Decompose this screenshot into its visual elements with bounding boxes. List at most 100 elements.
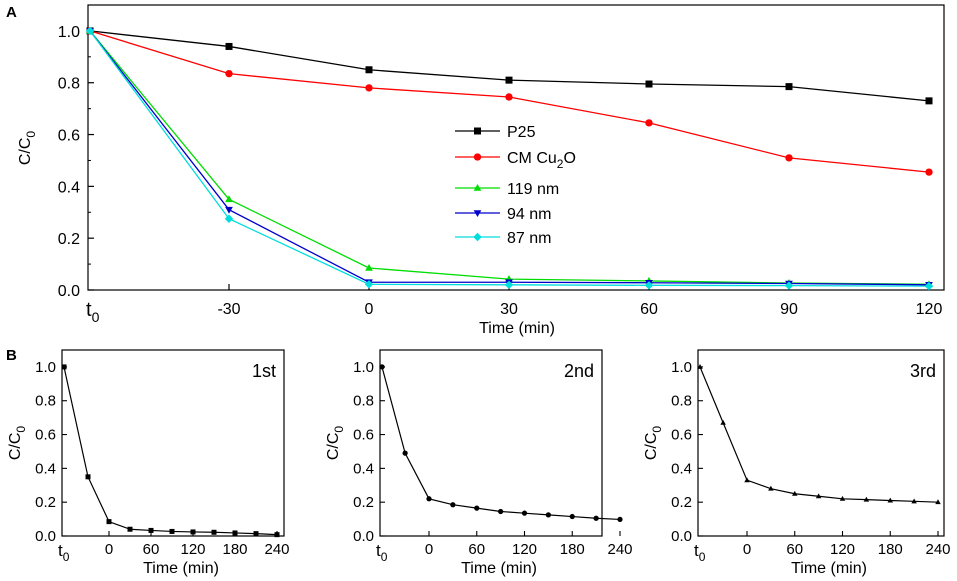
panel-b-x-tick-label: 240 bbox=[607, 541, 632, 558]
panel-b-y-tick-label: 1.0 bbox=[353, 359, 374, 376]
panel-b-y-tick-label: 0.0 bbox=[35, 528, 56, 545]
ylabel-sub: 0 bbox=[650, 426, 664, 433]
cycle-series-line bbox=[63, 366, 278, 536]
data-point bbox=[785, 83, 793, 91]
data-point bbox=[697, 364, 703, 369]
data-point bbox=[224, 214, 234, 223]
data-point bbox=[365, 84, 373, 92]
panel-b-tag: B bbox=[6, 347, 17, 364]
data-point bbox=[925, 168, 933, 176]
data-point bbox=[617, 516, 623, 523]
t0-main: t bbox=[694, 541, 699, 560]
data-point bbox=[504, 280, 514, 290]
legend-marker bbox=[474, 127, 481, 135]
panel-b-t0-label: t0 bbox=[58, 541, 70, 564]
legend-marker bbox=[473, 183, 482, 191]
panel-b-t0-label: t0 bbox=[376, 541, 388, 564]
data-point bbox=[426, 496, 432, 502]
panel-b-y-tick-label: 0.8 bbox=[35, 393, 56, 410]
data-point bbox=[505, 93, 513, 101]
panel-b2-frame bbox=[379, 349, 603, 537]
run-label: 2nd bbox=[564, 361, 594, 381]
panel-b-x-axis-title: Time (min) bbox=[143, 560, 219, 577]
panel-b-x-tick-label: 240 bbox=[264, 541, 289, 558]
panel-a-x-tick-label: 60 bbox=[640, 301, 658, 318]
panel-b-y-tick-label: 0.2 bbox=[35, 494, 56, 511]
legend-label: 87 nm bbox=[507, 230, 551, 247]
panel-b-y-tick-label: 0.6 bbox=[35, 427, 56, 444]
data-point bbox=[925, 97, 933, 105]
panel-b-y-tick-label: 0.2 bbox=[671, 494, 692, 511]
ylabel-main: C/C bbox=[17, 138, 34, 166]
panel-b-y-tick-label: 1.0 bbox=[35, 359, 56, 376]
data-point bbox=[365, 263, 373, 271]
data-point bbox=[232, 530, 238, 536]
data-point bbox=[364, 280, 374, 289]
panel-b1-frame bbox=[61, 349, 285, 537]
ylabel-sub: 0 bbox=[24, 131, 38, 138]
data-point bbox=[744, 477, 750, 483]
panel-a-y-tick-label: 0.8 bbox=[58, 76, 80, 93]
panel-b-x-tick-label: 180 bbox=[560, 541, 585, 558]
panel-b-x-tick-label: 120 bbox=[830, 541, 855, 558]
data-point bbox=[768, 485, 774, 491]
panel-b-y-tick-label: 0.6 bbox=[671, 427, 692, 444]
ylabel-main: C/C bbox=[7, 433, 24, 461]
panel-a-y-tick-label: 0.6 bbox=[58, 128, 80, 145]
panel-b-x-tick-label: 0 bbox=[743, 541, 751, 558]
data-point bbox=[85, 26, 95, 36]
panel-b-x-tick-label: 180 bbox=[222, 541, 247, 558]
panel-b-x-tick-label: 240 bbox=[925, 541, 950, 558]
data-point bbox=[863, 496, 870, 502]
panel-b-t0-label: t0 bbox=[694, 541, 706, 564]
data-point bbox=[545, 512, 551, 518]
t0-sub: 0 bbox=[381, 550, 388, 564]
panel-a-x-tick-label: -30 bbox=[217, 301, 240, 318]
ylabel-main: C/C bbox=[325, 433, 342, 461]
data-point bbox=[505, 76, 513, 84]
data-point bbox=[253, 531, 259, 537]
ylabel-sub: 0 bbox=[14, 426, 28, 433]
data-point bbox=[61, 364, 67, 370]
cycle-series-line bbox=[381, 366, 621, 521]
t0-sub: 0 bbox=[699, 550, 706, 564]
panel-a-frame bbox=[87, 4, 945, 291]
panel-a-y-tick-label: 1.0 bbox=[58, 24, 80, 41]
data-point bbox=[211, 529, 217, 535]
legend-part: 94 nm bbox=[507, 206, 551, 223]
data-point bbox=[127, 526, 133, 532]
data-point bbox=[645, 119, 653, 127]
panel-b-x-tick-label: 180 bbox=[878, 541, 903, 558]
data-point bbox=[225, 195, 233, 203]
ylabel-main: C/C bbox=[643, 433, 660, 461]
panel-b-y-tick-label: 0.4 bbox=[671, 460, 692, 477]
data-point bbox=[365, 66, 373, 74]
legend-part: CM Cu bbox=[507, 150, 557, 167]
panel-b-y-axis-title: C/C0 bbox=[7, 426, 28, 461]
panel-a-y-axis-title: C/C0 bbox=[17, 131, 38, 166]
panel-a-x-tick-label: 0 bbox=[365, 301, 374, 318]
data-point bbox=[593, 515, 599, 521]
legend-part: 119 nm bbox=[507, 181, 559, 198]
panel-b-x-tick-label: 60 bbox=[143, 541, 160, 558]
data-point bbox=[521, 510, 528, 516]
data-point bbox=[645, 80, 653, 88]
data-point bbox=[784, 281, 794, 290]
ylabel-sub: 0 bbox=[332, 426, 346, 433]
data-point bbox=[498, 508, 504, 515]
legend-marker bbox=[473, 232, 482, 242]
data-point bbox=[720, 419, 726, 425]
data-point bbox=[379, 364, 385, 370]
legend-part: P25 bbox=[507, 124, 536, 141]
data-point bbox=[839, 495, 846, 501]
panel-a-x-tick-label: 120 bbox=[916, 301, 943, 318]
panel-a-tag: A bbox=[6, 4, 17, 21]
data-point bbox=[924, 281, 934, 291]
legend-label: P25 bbox=[507, 124, 536, 141]
data-point bbox=[190, 529, 196, 535]
legend-label: 94 nm bbox=[507, 206, 551, 223]
panel-b-y-tick-label: 0.2 bbox=[353, 494, 374, 511]
